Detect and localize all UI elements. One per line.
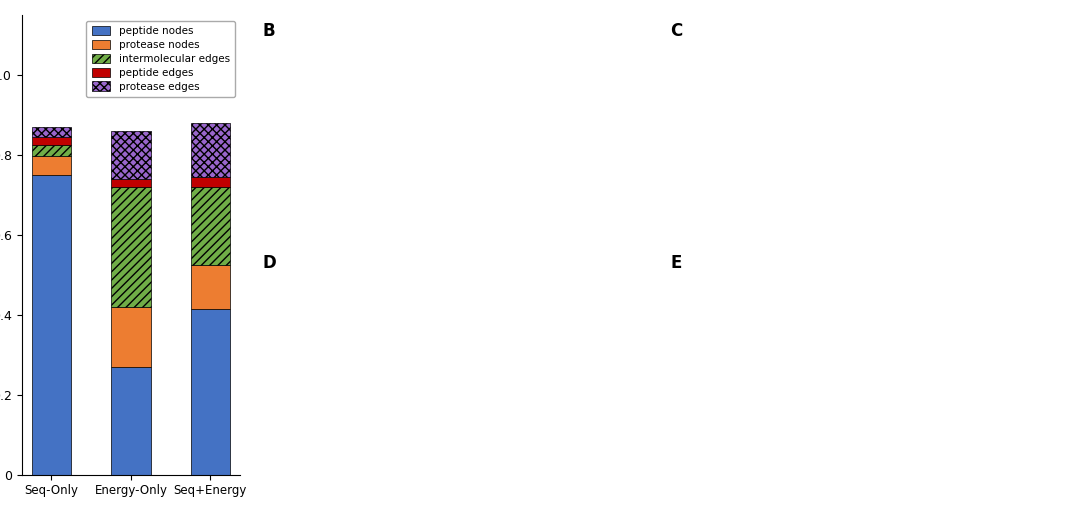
Bar bbox=[190, 309, 230, 475]
Bar bbox=[190, 265, 230, 309]
Bar bbox=[190, 187, 230, 265]
Bar bbox=[31, 175, 71, 475]
Bar bbox=[111, 367, 151, 475]
Bar bbox=[31, 156, 71, 175]
Bar bbox=[190, 177, 230, 187]
Text: C: C bbox=[671, 22, 683, 40]
Bar bbox=[190, 123, 230, 177]
Legend: peptide nodes, protease nodes, intermolecular edges, peptide edges, protease edg: peptide nodes, protease nodes, intermole… bbox=[86, 21, 235, 97]
Bar bbox=[111, 179, 151, 187]
Bar bbox=[111, 307, 151, 367]
Bar bbox=[31, 145, 71, 156]
Bar bbox=[111, 131, 151, 179]
Text: D: D bbox=[262, 254, 276, 272]
Bar bbox=[111, 187, 151, 307]
Text: E: E bbox=[671, 254, 681, 272]
Bar bbox=[31, 127, 71, 137]
Bar bbox=[31, 137, 71, 145]
Text: B: B bbox=[262, 22, 275, 40]
